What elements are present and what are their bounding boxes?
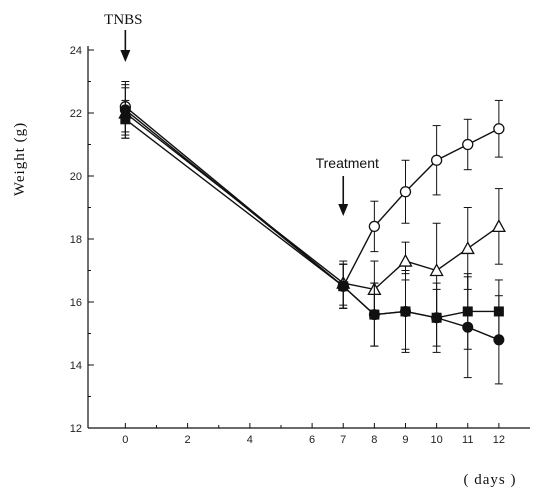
y-tick-label: 12 xyxy=(70,423,82,435)
data-point xyxy=(493,123,505,135)
x-tick-label: 7 xyxy=(340,434,346,446)
series-line xyxy=(124,118,499,319)
data-point xyxy=(119,104,131,116)
data-point xyxy=(460,241,475,255)
y-tick-label: 20 xyxy=(70,171,82,183)
x-tick-label: 4 xyxy=(247,434,253,446)
y-axis-title: Weight (g) xyxy=(12,122,28,196)
y-tick-label: 16 xyxy=(70,297,82,309)
data-point xyxy=(399,305,411,317)
annotation-treatment: Treatment xyxy=(316,155,379,171)
x-tick-label: 8 xyxy=(371,434,377,446)
series-filled-square xyxy=(120,99,504,350)
data-point xyxy=(462,138,474,151)
series-open-circle xyxy=(119,81,505,309)
data-point xyxy=(430,154,443,166)
arrow-tnbs-head xyxy=(120,50,131,62)
series-line xyxy=(124,109,500,341)
y-tick-label: 22 xyxy=(70,108,82,120)
annotation-tnbs: TNBS xyxy=(104,12,142,28)
y-tick-label: 14 xyxy=(70,360,82,372)
data-point xyxy=(368,220,381,233)
x-tick-label: 12 xyxy=(493,434,505,446)
x-axis-title: ( days ) xyxy=(464,472,517,488)
labels-layer: Weight (g) ( days ) TNBS Treatment xyxy=(12,12,517,488)
series-layer xyxy=(118,81,506,385)
x-tick-label: 0 xyxy=(122,434,128,446)
x-tick-label: 9 xyxy=(402,434,408,446)
series-open-triangle xyxy=(118,87,506,319)
data-point xyxy=(398,253,413,267)
x-tick-label: 6 xyxy=(309,434,315,446)
series-filled-circle xyxy=(119,84,505,385)
data-point xyxy=(462,321,474,333)
data-point xyxy=(337,280,349,292)
data-point xyxy=(431,312,443,324)
y-tick-label: 18 xyxy=(70,234,82,246)
data-point xyxy=(491,219,506,233)
x-tick-label: 10 xyxy=(430,434,442,446)
x-tick-label: 11 xyxy=(462,434,473,446)
y-tick-label: 24 xyxy=(70,45,82,57)
data-point xyxy=(399,186,412,198)
data-point xyxy=(493,334,505,346)
data-point xyxy=(368,309,380,321)
x-tick-label: 2 xyxy=(185,434,191,446)
arrow-treatment-head xyxy=(338,204,349,216)
data-point xyxy=(429,263,444,277)
